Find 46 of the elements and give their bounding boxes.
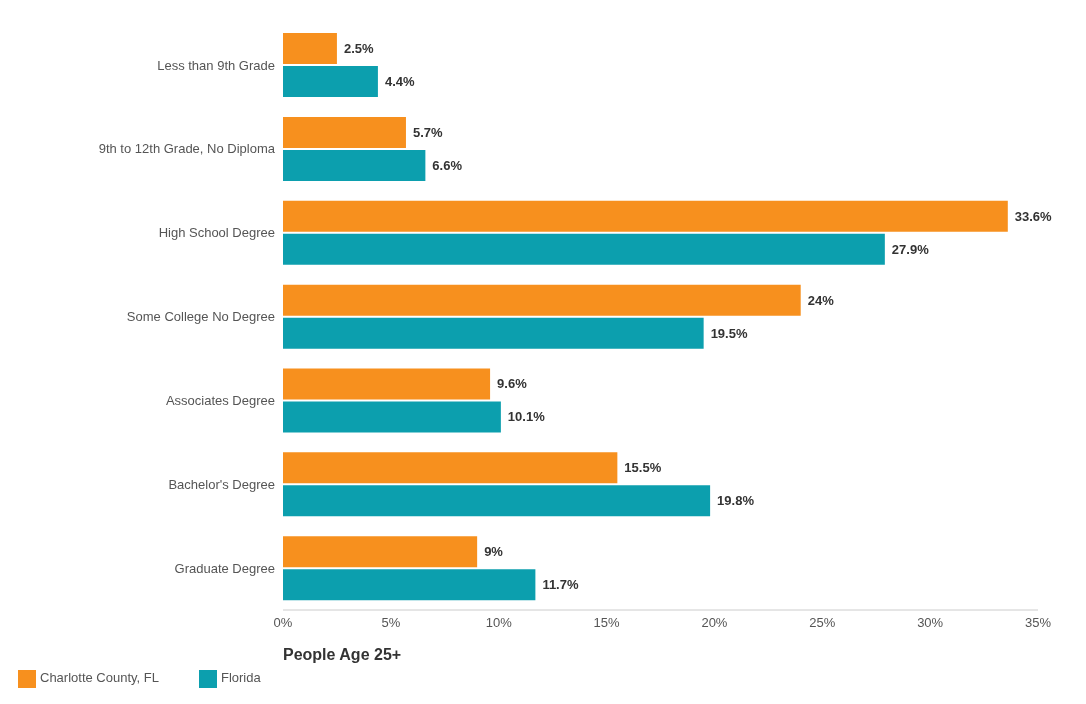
data-label: 4.4% — [384, 74, 415, 90]
y-tick-label: 9th to 12th Grade, No Diploma — [98, 141, 276, 157]
y-tick-label: Some College No Degree — [126, 309, 275, 325]
data-label: 6.6% — [432, 157, 463, 173]
x-tick-label: 30% — [917, 615, 944, 631]
bar — [283, 66, 378, 98]
x-tick-label: 0% — [273, 615, 293, 631]
x-tick-label: 10% — [485, 615, 513, 631]
x-tick-label: 5% — [381, 615, 401, 631]
data-label: 19.8% — [717, 493, 755, 509]
bar — [283, 368, 491, 400]
y-tick-label: High School Degree — [158, 225, 275, 241]
bar — [283, 485, 711, 517]
y-tick-label: Bachelor's Degree — [168, 476, 275, 492]
y-tick-label: Associates Degree — [165, 392, 275, 408]
bar — [283, 317, 704, 349]
data-label: 5.7% — [412, 124, 444, 140]
data-label: 24% — [807, 292, 835, 308]
data-label: 2.5% — [343, 41, 374, 57]
data-label: 9% — [484, 544, 504, 560]
bar — [283, 233, 885, 265]
bar — [283, 33, 337, 65]
x-axis-title: People Age 25+ — [283, 646, 402, 663]
data-label: 15.5% — [624, 460, 662, 476]
y-tick-label: Less than 9th Grade — [157, 57, 275, 73]
bar — [283, 284, 801, 316]
bar — [283, 452, 618, 484]
bar — [283, 536, 478, 568]
bar — [283, 200, 1008, 232]
bar — [283, 569, 536, 601]
data-label: 10.1% — [507, 409, 546, 425]
data-label: 19.5% — [710, 325, 748, 341]
bar — [283, 149, 426, 181]
bar — [283, 116, 406, 148]
x-tick-label: 20% — [701, 615, 728, 631]
legend-label: Florida — [220, 670, 261, 686]
legend-label: Charlotte County, FL — [40, 670, 159, 686]
y-tick-label: Graduate Degree — [174, 560, 275, 576]
data-label: 9.6% — [497, 376, 528, 392]
data-label: 11.7% — [542, 577, 579, 593]
x-tick-label: 15% — [593, 615, 621, 631]
x-tick-label: 35% — [1024, 615, 1052, 631]
data-label: 27.9% — [891, 241, 930, 257]
data-label: 33.6% — [1014, 208, 1053, 224]
bar — [283, 401, 501, 433]
x-tick-label: 25% — [809, 615, 836, 631]
